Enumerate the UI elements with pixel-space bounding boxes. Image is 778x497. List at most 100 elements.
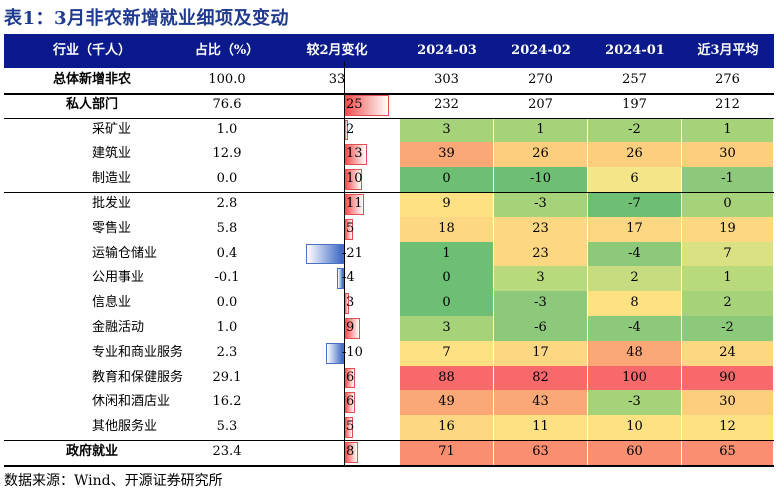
row-change: -10: [342, 344, 363, 360]
row-label: 休闲和酒店业: [92, 394, 171, 410]
table-title: 表1：3月非农新增就业细项及变动: [4, 8, 290, 29]
row-share: 100.0: [208, 72, 246, 87]
row-value-2024-01: 10: [588, 415, 682, 440]
row-value-avg-3m: 1: [682, 117, 774, 143]
row-value-avg-3m: 19: [682, 216, 774, 242]
row-value-2024-03: 232: [400, 92, 494, 118]
data-source: 数据来源：Wind、开源证券研究所: [4, 473, 223, 489]
table-row: 总体新增非农 100.0 33 303 270 257 276: [4, 68, 774, 93]
row-label: 制造业: [92, 171, 132, 187]
row-value-2024-01: -3: [588, 390, 682, 416]
row-change: 11: [346, 196, 363, 211]
header-avg-3m: 近3月平均: [697, 43, 759, 58]
row-divider: [4, 117, 774, 119]
row-value-2024-02: 17: [494, 340, 588, 366]
row-value-2024-02: 82: [494, 365, 588, 391]
row-value-avg-3m: -1: [682, 167, 774, 192]
row-value-2024-02: 207: [494, 92, 588, 118]
row-label: 总体新增非农: [52, 72, 131, 87]
change-zero-axis: [344, 62, 345, 465]
row-label: 教育和保健服务: [92, 369, 184, 385]
row-label: 金融活动: [92, 320, 145, 335]
row-value-avg-3m: 30: [682, 142, 774, 168]
row-share: 5.3: [216, 419, 238, 435]
row-value-2024-01: 197: [588, 92, 682, 118]
row-value-2024-02: 63: [494, 440, 588, 465]
row-value-2024-03: 303: [400, 68, 494, 93]
row-label: 采矿业: [92, 121, 132, 137]
row-value-avg-3m: 212: [682, 92, 774, 118]
table-row: 金融活动 1.0 9 3 -6 -4 -2: [4, 316, 774, 341]
row-divider: [4, 464, 774, 467]
row-share: 23.4: [212, 444, 242, 459]
row-value-2024-02: 1: [494, 117, 588, 143]
row-label: 其他服务业: [92, 419, 158, 435]
row-label: 批发业: [92, 196, 132, 211]
row-value-2024-02: 23: [494, 241, 588, 267]
row-value-2024-01: 100: [588, 365, 682, 391]
row-change: 6: [346, 394, 355, 410]
row-share: 12.9: [212, 146, 242, 162]
row-value-2024-03: 7: [400, 340, 494, 366]
row-change: 3: [346, 295, 355, 311]
row-value-2024-01: 2: [588, 266, 682, 292]
row-value-2024-03: 88: [400, 365, 494, 391]
row-value-2024-01: 6: [588, 167, 682, 192]
row-value-2024-03: 16: [400, 415, 494, 440]
row-change: 2: [346, 121, 355, 137]
change-bar: [306, 243, 344, 265]
row-value-2024-03: 49: [400, 390, 494, 416]
row-change: 13: [346, 146, 363, 162]
row-label: 信息业: [92, 295, 132, 311]
row-share: 16.2: [212, 394, 242, 410]
row-value-2024-02: -3: [494, 192, 588, 217]
header-2024-01: 2024-01: [605, 43, 665, 58]
header-2024-03: 2024-03: [417, 43, 477, 58]
row-change: 10: [346, 171, 363, 187]
row-value-2024-01: -2: [588, 117, 682, 143]
row-value-avg-3m: 2: [682, 291, 774, 316]
header-industry: 行业（千人）: [52, 43, 131, 58]
change-bar: [336, 268, 344, 290]
row-value-2024-03: 0: [400, 291, 494, 316]
row-share: 1.0: [216, 121, 238, 137]
row-label: 政府就业: [65, 444, 118, 459]
row-value-2024-03: 3: [400, 117, 494, 143]
table-row: 私人部门 76.6 25 232 207 197 212: [4, 92, 774, 118]
row-value-avg-3m: 90: [682, 365, 774, 391]
row-share: 2.8: [216, 196, 238, 211]
row-value-2024-01: -4: [588, 316, 682, 341]
row-value-2024-03: 71: [400, 440, 494, 465]
row-value-avg-3m: 30: [682, 390, 774, 416]
row-divider: [4, 192, 774, 193]
row-share: 0.0: [216, 295, 238, 311]
table-row: 信息业 0.0 3 0 -3 8 2: [4, 291, 774, 316]
row-value-2024-02: -6: [494, 316, 588, 341]
table-row: 运输仓储业 0.4 -21 1 23 -4 7: [4, 241, 774, 267]
row-value-2024-01: -7: [588, 192, 682, 217]
row-value-2024-01: 257: [588, 68, 682, 93]
row-change: 8: [346, 444, 355, 459]
row-value-2024-03: 39: [400, 142, 494, 168]
table-row: 采矿业 1.0 2 3 1 -2 1: [4, 117, 774, 143]
row-change: -21: [342, 245, 363, 261]
row-value-2024-01: 26: [588, 142, 682, 168]
table-row: 休闲和酒店业 16.2 6 49 43 -3 30: [4, 390, 774, 416]
row-value-avg-3m: 12: [682, 415, 774, 440]
row-change: 9: [346, 320, 355, 335]
header-share: 占比（%）: [194, 43, 260, 58]
table-row: 公用事业 -0.1 -4 0 3 2 1: [4, 266, 774, 292]
row-value-2024-01: 8: [588, 291, 682, 316]
row-value-avg-3m: 65: [682, 440, 774, 465]
row-value-avg-3m: 7: [682, 241, 774, 267]
row-share: 29.1: [212, 369, 242, 385]
row-share: 2.3: [216, 344, 238, 360]
row-share: 0.0: [216, 171, 238, 187]
table-header: 行业（千人） 占比（%） 较2月变化 2024-03 2024-02 2024-…: [4, 34, 774, 68]
header-2024-02: 2024-02: [511, 43, 571, 58]
row-value-2024-01: 60: [588, 440, 682, 465]
row-label: 建筑业: [92, 146, 132, 162]
table-row: 教育和保健服务 29.1 6 88 82 100 90: [4, 365, 774, 391]
table-row: 建筑业 12.9 13 39 26 26 30: [4, 142, 774, 168]
row-value-2024-03: 0: [400, 167, 494, 192]
